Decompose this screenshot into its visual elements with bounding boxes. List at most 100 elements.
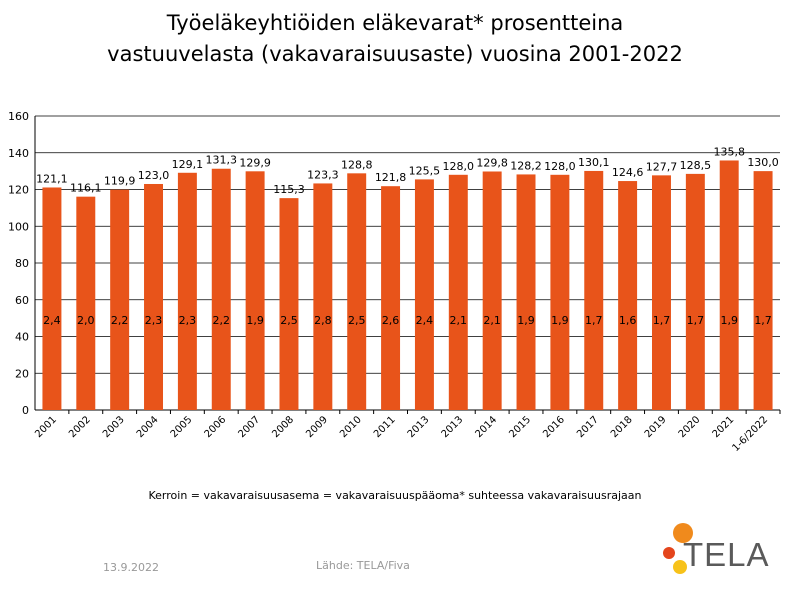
x-tick-label: 2013 — [440, 414, 466, 440]
kerroin-label: 1,9 — [720, 314, 738, 327]
date-label: 13.9.2022 — [103, 561, 159, 574]
kerroin-label: 1,6 — [619, 314, 637, 327]
x-tick-label: 2013 — [406, 414, 432, 440]
tela-logo-text: TELA — [683, 536, 770, 573]
x-tick-label: 2006 — [203, 414, 229, 440]
bar-value-label: 129,9 — [239, 156, 271, 169]
kerroin-label: 1,7 — [653, 314, 671, 327]
kerroin-label: 2,1 — [450, 314, 468, 327]
y-tick-label: 20 — [15, 367, 29, 380]
kerroin-label: 1,7 — [687, 314, 705, 327]
bar — [414, 179, 434, 410]
x-tick-label: 2009 — [304, 414, 330, 440]
x-tick-label: 2004 — [135, 414, 161, 440]
kerroin-label: 2,8 — [314, 314, 332, 327]
kerroin-label: 1,7 — [585, 314, 603, 327]
kerroin-label: 2,2 — [111, 314, 129, 327]
bar — [482, 171, 502, 410]
x-tick-label: 2005 — [169, 414, 195, 440]
source-label: Lähde: TELA/Fiva — [316, 559, 410, 572]
y-tick-label: 80 — [15, 257, 29, 270]
bar-value-label: 127,7 — [646, 160, 678, 173]
bar-value-label: 130,0 — [747, 156, 779, 169]
x-tick-label: 2015 — [507, 414, 533, 440]
bar — [448, 174, 468, 410]
y-tick-label: 100 — [8, 220, 29, 233]
bar — [584, 170, 604, 410]
y-tick-label: 120 — [8, 184, 29, 197]
bar — [76, 196, 96, 410]
x-tick-label: 2001 — [33, 414, 59, 440]
bar — [279, 198, 299, 410]
bar — [516, 174, 536, 410]
kerroin-label: 1,9 — [517, 314, 535, 327]
bar — [347, 173, 367, 410]
bar-value-label: 131,3 — [206, 154, 238, 167]
bar — [144, 183, 164, 410]
y-tick-label: 60 — [15, 294, 29, 307]
bar — [177, 172, 197, 410]
bar-value-label: 128,5 — [680, 159, 712, 172]
bar-value-label: 124,6 — [612, 166, 644, 179]
chart-title-line-2: vastuuvelasta (vakavaraisuusaste) vuosin… — [107, 42, 683, 66]
kerroin-label: 2,5 — [280, 314, 298, 327]
footnote: Kerroin = vakavaraisuusasema = vakavarai… — [148, 489, 642, 502]
bar-value-label: 115,3 — [273, 183, 305, 196]
bar-value-label: 123,3 — [307, 168, 339, 181]
x-tick-label: 2011 — [372, 414, 398, 440]
kerroin-label: 1,9 — [551, 314, 569, 327]
bar — [550, 174, 570, 410]
bar-value-label: 135,8 — [713, 145, 745, 158]
kerroin-label: 2,6 — [382, 314, 400, 327]
bar — [685, 173, 705, 410]
kerroin-label: 2,0 — [77, 314, 95, 327]
x-tick-label: 1-6/2022 — [730, 414, 770, 454]
kerroin-label: 2,4 — [43, 314, 61, 327]
x-tick-label: 2021 — [711, 414, 737, 440]
bar-value-label: 116,1 — [70, 182, 102, 195]
x-tick-label: 2008 — [270, 414, 296, 440]
bar — [381, 186, 401, 410]
bar-value-label: 121,8 — [375, 171, 407, 184]
bar — [753, 171, 773, 410]
bar — [42, 187, 62, 410]
bar — [719, 160, 739, 410]
x-tick-label: 2016 — [541, 414, 567, 440]
bar — [211, 168, 231, 410]
bar-value-label: 128,0 — [443, 160, 475, 173]
kerroin-label: 2,5 — [348, 314, 366, 327]
bar-value-label: 130,1 — [578, 156, 610, 169]
y-tick-label: 160 — [8, 110, 29, 123]
x-tick-label: 2020 — [677, 414, 703, 440]
bar — [245, 171, 265, 410]
x-tick-label: 2017 — [575, 414, 601, 440]
x-tick-label: 2010 — [338, 414, 364, 440]
bar — [618, 181, 638, 410]
x-tick-label: 2002 — [67, 414, 93, 440]
y-tick-label: 0 — [22, 404, 29, 417]
kerroin-label: 2,1 — [483, 314, 501, 327]
bar-value-label: 123,0 — [138, 169, 170, 182]
x-tick-label: 2003 — [101, 414, 127, 440]
bar-value-label: 119,9 — [104, 175, 136, 188]
x-tick-label: 2018 — [609, 414, 635, 440]
bar — [651, 175, 671, 410]
y-tick-label: 40 — [15, 331, 29, 344]
bar-value-label: 129,1 — [172, 158, 204, 171]
bar — [110, 189, 130, 410]
x-tick-label: 2019 — [643, 414, 669, 440]
kerroin-label: 2,2 — [213, 314, 231, 327]
bar-value-label: 128,8 — [341, 158, 373, 171]
kerroin-label: 2,4 — [416, 314, 434, 327]
chart-title-line-1: Työeläkeyhtiöiden eläkevarat* prosenttei… — [166, 11, 624, 35]
bar-value-label: 128,0 — [544, 160, 576, 173]
y-tick-label: 140 — [8, 147, 29, 160]
bar-value-label: 121,1 — [36, 172, 68, 185]
kerroin-label: 1,9 — [246, 314, 264, 327]
x-tick-label: 2014 — [474, 414, 500, 440]
kerroin-label: 2,3 — [145, 314, 163, 327]
bar-value-label: 128,2 — [510, 159, 542, 172]
x-tick-label: 2007 — [236, 414, 262, 440]
kerroin-label: 2,3 — [179, 314, 197, 327]
